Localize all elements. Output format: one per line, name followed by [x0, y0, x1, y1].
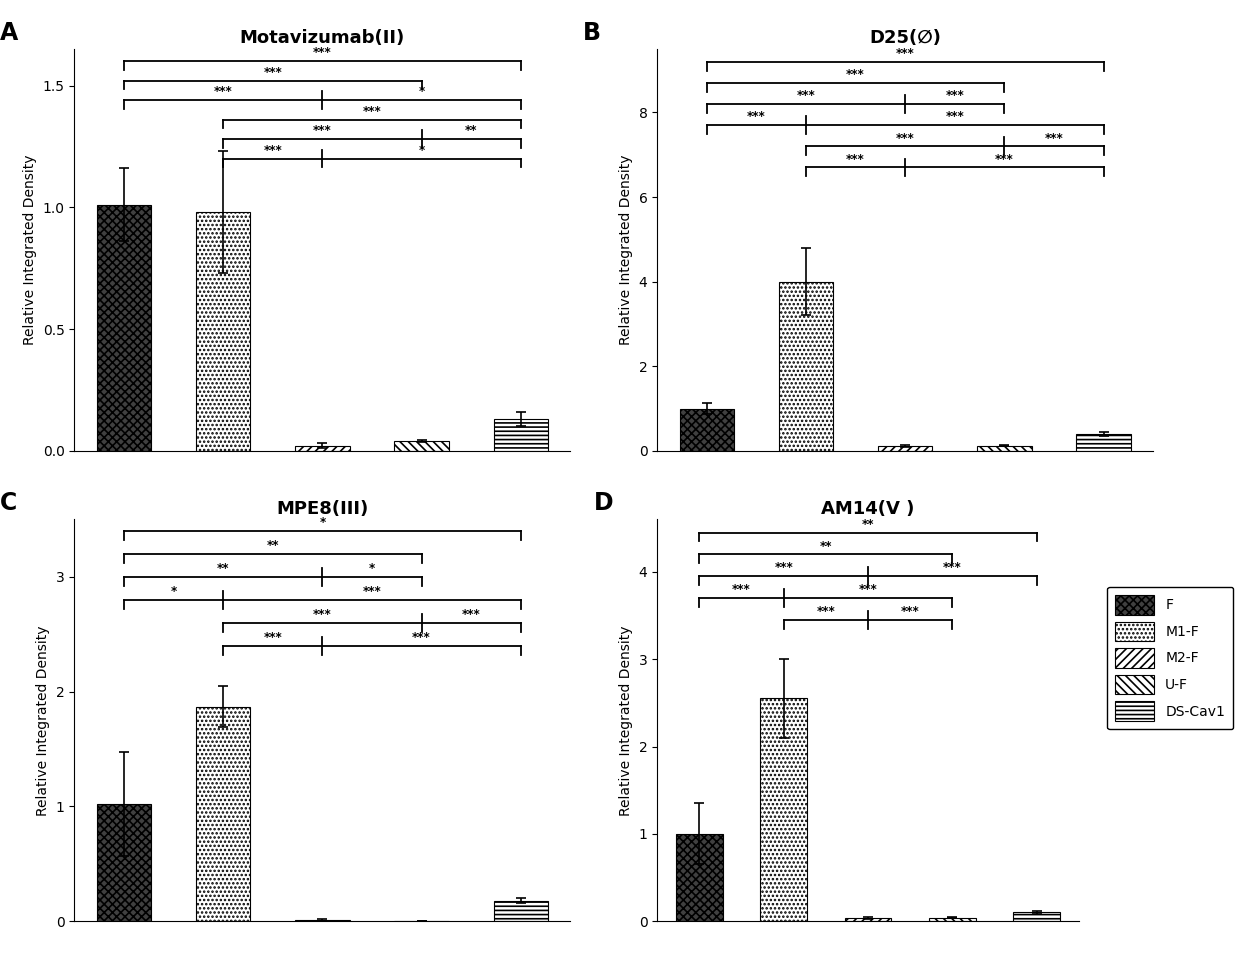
Y-axis label: Relative Integrated Density: Relative Integrated Density [619, 155, 634, 345]
Bar [1013, 912, 1060, 921]
Bar [977, 446, 1032, 451]
Bar [394, 441, 449, 451]
Bar [929, 917, 976, 921]
Text: ***: *** [900, 605, 920, 618]
Bar [196, 212, 250, 451]
Text: D: D [594, 491, 614, 515]
Text: ***: *** [846, 68, 866, 81]
Text: ***: *** [774, 562, 794, 574]
Bar [844, 917, 892, 921]
Bar [760, 699, 807, 921]
Bar [676, 834, 723, 921]
Text: ***: *** [461, 608, 481, 621]
Text: ***: *** [945, 111, 965, 123]
Text: ***: *** [746, 111, 766, 123]
Text: ***: *** [945, 89, 965, 102]
Title: AM14(V ): AM14(V ) [821, 500, 915, 517]
Text: ***: *** [263, 631, 283, 644]
Text: ***: *** [895, 131, 915, 144]
Text: *: * [418, 85, 425, 98]
Title: D25(∅): D25(∅) [869, 29, 941, 47]
Text: ***: *** [412, 631, 432, 644]
Text: ***: *** [994, 153, 1014, 166]
Title: MPE8(III): MPE8(III) [277, 500, 368, 517]
Text: *: * [368, 563, 376, 575]
Bar [680, 409, 734, 451]
Text: **: ** [217, 563, 229, 575]
Text: ***: *** [213, 85, 233, 98]
Bar [878, 446, 932, 451]
Text: **: ** [862, 517, 874, 531]
Bar [494, 901, 548, 921]
Text: ***: *** [895, 47, 915, 60]
Bar [295, 446, 350, 451]
Text: **: ** [820, 540, 832, 553]
Text: ***: *** [263, 66, 283, 78]
Text: ***: *** [312, 124, 332, 137]
Bar [295, 920, 350, 921]
Text: A: A [0, 21, 19, 45]
Text: *: * [170, 585, 177, 598]
Text: ***: *** [732, 583, 751, 596]
Text: ***: *** [796, 89, 816, 102]
Y-axis label: Relative Integrated Density: Relative Integrated Density [36, 625, 51, 815]
Text: ***: *** [1044, 131, 1064, 144]
Text: *: * [418, 144, 425, 157]
Text: ***: *** [362, 585, 382, 598]
Bar [494, 419, 548, 451]
Text: ***: *** [858, 583, 878, 596]
Text: **: ** [267, 539, 279, 552]
Title: Motavizumab(II): Motavizumab(II) [239, 29, 405, 47]
Text: C: C [0, 491, 17, 515]
Text: ***: *** [362, 105, 382, 118]
Y-axis label: Relative Integrated Density: Relative Integrated Density [24, 155, 37, 345]
Bar [97, 205, 151, 451]
Text: B: B [583, 21, 601, 45]
Bar [196, 707, 250, 921]
Bar [97, 805, 151, 921]
Text: ***: *** [816, 605, 836, 618]
Bar [1076, 434, 1131, 451]
Text: *: * [319, 516, 326, 529]
Text: ***: *** [312, 608, 332, 621]
Bar [779, 281, 833, 451]
Text: **: ** [465, 124, 477, 137]
Y-axis label: Relative Integrated Density: Relative Integrated Density [619, 625, 634, 815]
Legend: F, M1-F, M2-F, U-F, DS-Cav1: F, M1-F, M2-F, U-F, DS-Cav1 [1107, 587, 1234, 729]
Text: ***: *** [846, 153, 866, 166]
Text: ***: *** [263, 144, 283, 157]
Text: ***: *** [312, 46, 332, 60]
Text: ***: *** [942, 562, 962, 574]
